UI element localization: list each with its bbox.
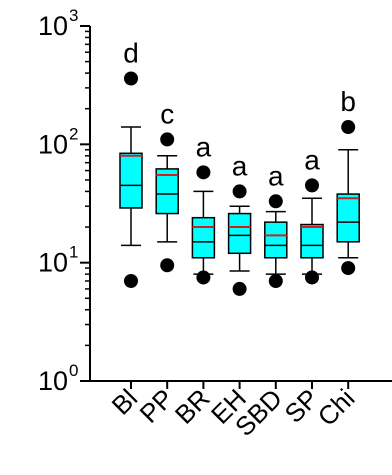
outlier-point — [305, 178, 319, 193]
interquartile-box — [300, 223, 324, 259]
box-br — [191, 165, 216, 389]
significance-letter: c — [160, 98, 174, 129]
y-tick-label-exponent: 1 — [69, 243, 78, 262]
outlier-point — [268, 194, 283, 209]
box-chi — [336, 120, 360, 389]
outlier-point — [341, 120, 356, 135]
significance-letter: d — [123, 38, 139, 69]
box-bl — [119, 71, 143, 389]
y-tick-label: 10 — [38, 11, 68, 41]
box-pp — [155, 132, 179, 389]
interquartile-box — [336, 193, 360, 243]
interquartile-box — [191, 216, 216, 259]
y-tick-label-exponent: 2 — [69, 124, 78, 143]
outlier-point — [124, 71, 138, 86]
outlier-point — [268, 273, 283, 288]
outlier-point — [232, 281, 247, 296]
outlier-point — [124, 273, 138, 288]
significance-letter: b — [340, 86, 356, 117]
interquartile-box — [155, 168, 179, 215]
interquartile-box — [119, 152, 143, 209]
y-tick-label: 10 — [38, 129, 68, 159]
outlier-point — [160, 132, 175, 147]
box-series — [119, 71, 360, 389]
outlier-point — [305, 270, 319, 285]
box-eh — [227, 184, 252, 389]
x-tick-label: Bl — [106, 383, 144, 421]
outlier-point — [196, 270, 211, 285]
y-tick-label: 10 — [38, 366, 68, 396]
interquartile-box — [264, 221, 288, 259]
axes — [89, 26, 392, 382]
outlier-point — [232, 184, 247, 199]
x-tick-label: Chi — [312, 383, 361, 432]
y-tick-label-exponent: 0 — [69, 361, 78, 380]
y-tick-label-exponent: 3 — [69, 6, 78, 25]
outlier-point — [341, 261, 356, 276]
box-sp — [300, 178, 324, 389]
box-sbd — [264, 194, 288, 389]
interquartile-box — [227, 212, 252, 255]
significance-letter: a — [268, 160, 284, 191]
outlier-point — [196, 165, 211, 180]
y-tick-label: 10 — [38, 248, 68, 278]
significance-letter: a — [196, 131, 212, 162]
significance-letter: a — [232, 150, 248, 181]
significance-letter: a — [304, 144, 320, 175]
outlier-point — [160, 258, 175, 273]
